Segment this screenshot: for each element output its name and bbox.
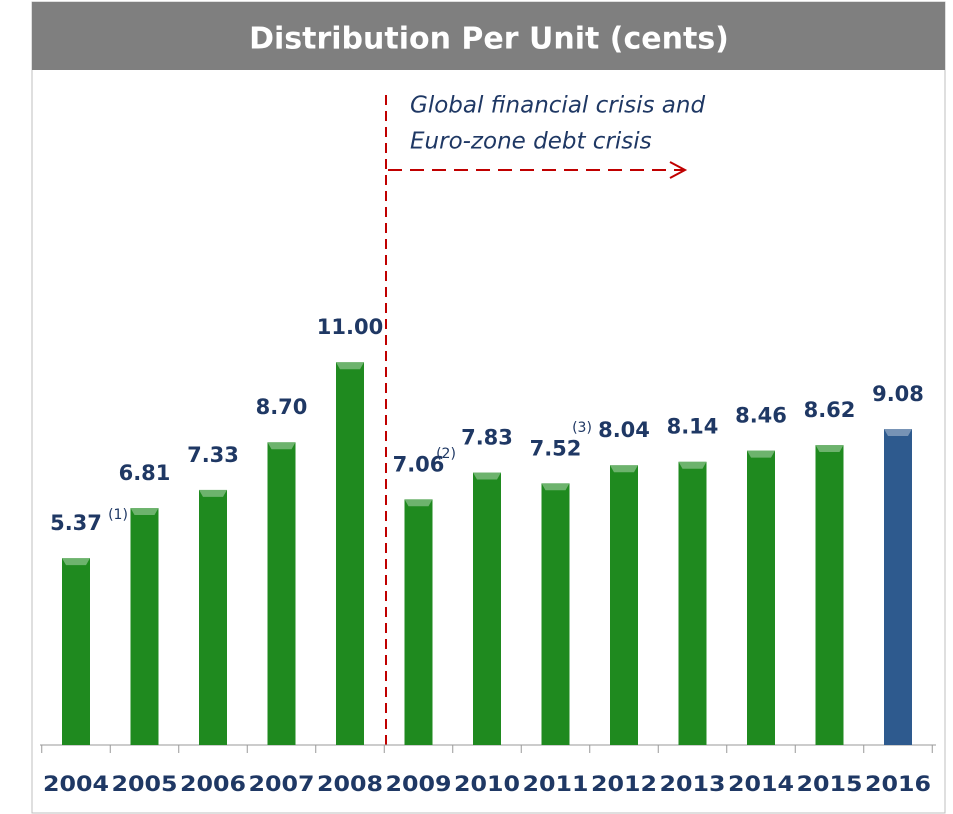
x-tick-label: 2008 [317,772,383,796]
x-tick-label: 2004 [43,772,109,796]
bar-top [747,450,775,458]
bar [678,461,707,745]
bar [199,489,227,745]
data-label: 6.81 [119,461,171,485]
bar [747,450,775,745]
bar-top [541,483,570,491]
data-label: 8.62 [804,398,856,422]
bar-top [336,362,364,370]
data-label: 7.06 [393,452,445,476]
data-label: 5.37 [50,511,102,535]
x-tick-label: 2016 [865,772,931,796]
chart-title: Distribution Per Unit (cents) [249,22,729,57]
x-tick-label: 2011 [523,772,589,796]
data-label: 7.33 [187,443,239,467]
x-tick-label: 2006 [180,772,246,796]
bar-top [610,465,638,473]
bar [884,429,912,745]
data-label: 8.14 [667,415,719,439]
annotation: Euro-zone debt crisis [410,129,652,155]
footnote: (2) [436,446,456,462]
x-tick-label: 2007 [249,772,315,796]
bar [473,472,501,745]
footnote: (3) [572,420,592,436]
data-label: 7.52 [530,436,582,460]
arrow-head [669,161,688,179]
bar [815,445,844,745]
bar [404,499,433,745]
bar-top [884,429,912,437]
data-label: 8.46 [735,404,787,428]
x-tick-label: 2015 [797,772,863,796]
bar [610,465,638,745]
x-tick-label: 2014 [728,772,794,796]
footnote: (1) [108,507,128,523]
x-tick-label: 2009 [386,772,452,796]
bar-top [267,442,296,450]
bar-top [62,558,90,566]
annotation: Global financial crisis and [410,93,705,119]
data-label: 9.08 [872,382,924,406]
bar [62,558,90,745]
bar [541,483,570,745]
bar-top [815,445,844,453]
data-label: 8.70 [256,395,308,419]
bar-top [404,499,433,507]
bar [130,508,159,745]
x-tick-label: 2013 [660,772,726,796]
bar-top [473,472,501,480]
bar [267,442,296,745]
bar-top [130,508,159,516]
title-bar [32,2,945,70]
x-tick-label: 2010 [454,772,520,796]
x-tick-label: 2012 [591,772,657,796]
bar-top [199,489,227,497]
bar [336,362,364,745]
data-label: 7.83 [461,426,513,450]
data-label: 8.04 [598,418,650,442]
data-label: 11.00 [317,315,383,339]
x-tick-label: 2005 [112,772,178,796]
bar-top [678,461,707,469]
